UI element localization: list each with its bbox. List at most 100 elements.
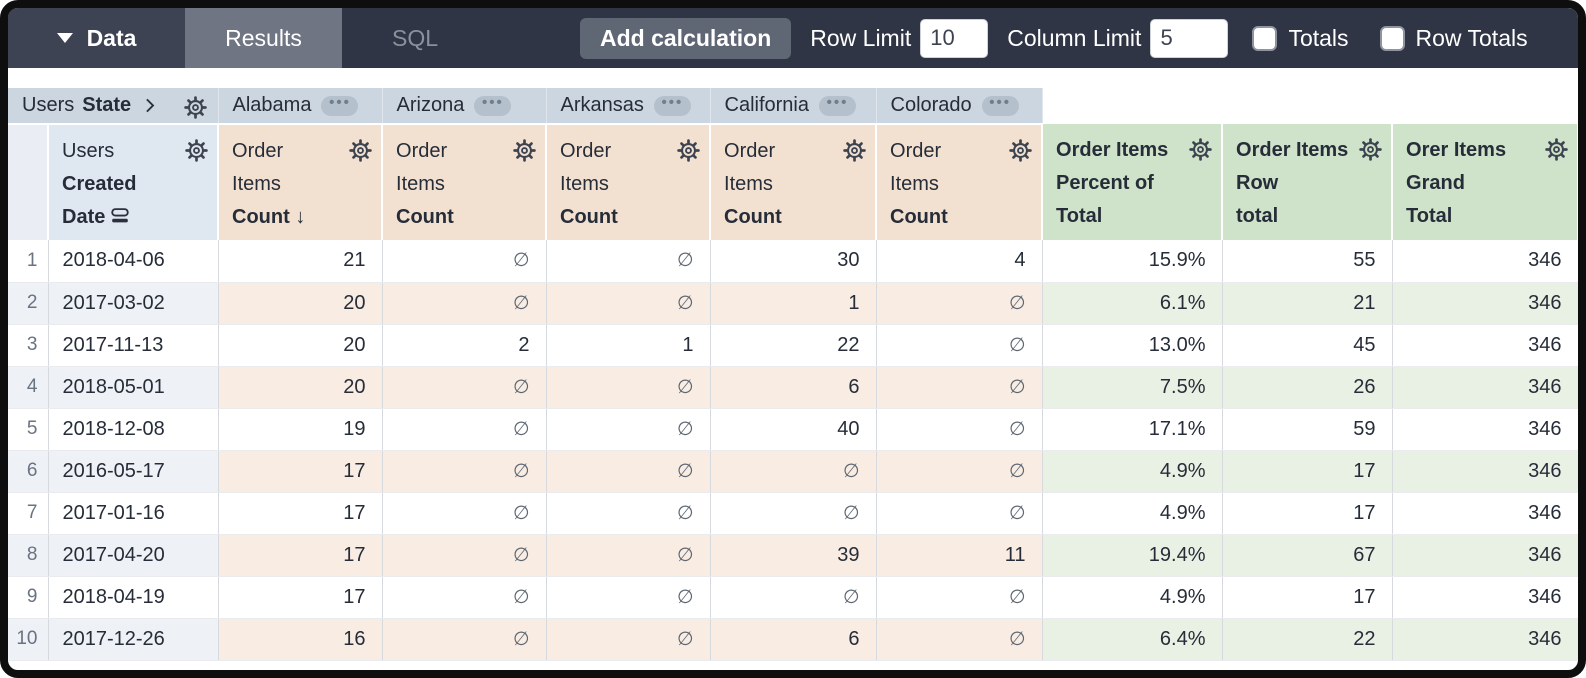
gear-icon[interactable] [1188,137,1213,162]
pivot-value-cell[interactable]: ∅ [876,492,1043,535]
row-total-cell[interactable]: 26 [1222,366,1393,409]
ellipsis-menu-icon[interactable]: ••• [474,95,512,116]
pivot-value-cell[interactable]: ∅ [382,408,547,451]
measure-header-alabama-count[interactable]: Order Items Count ↓ [218,124,384,240]
gear-icon[interactable] [842,138,867,163]
grand-total-cell[interactable]: 346 [1392,450,1578,493]
pivot-value-cell[interactable]: ∅ [546,618,711,661]
measure-header-california-count[interactable]: Order Items Count [710,124,878,240]
pivot-value-cell[interactable]: ∅ [382,534,547,577]
ellipsis-menu-icon[interactable]: ••• [653,95,691,116]
percent-of-total-cell[interactable]: 7.5% [1042,366,1223,409]
date-cell[interactable]: 2017-03-02 [48,282,219,325]
pivot-value-cell[interactable]: 30 [710,240,877,283]
date-cell[interactable]: 2017-04-20 [48,534,219,577]
date-cell[interactable]: 2018-04-06 [48,240,219,283]
date-cell[interactable]: 2018-12-08 [48,408,219,451]
date-cell[interactable]: 2018-05-01 [48,366,219,409]
row-total-cell[interactable]: 22 [1222,618,1393,661]
pivot-value-cell[interactable]: 6 [710,366,877,409]
grand-total-cell[interactable]: 346 [1392,618,1578,661]
grand-total-cell[interactable]: 346 [1392,408,1578,451]
sort-desc-icon[interactable]: ↓ [295,206,306,228]
date-cell[interactable]: 2016-05-17 [48,450,219,493]
pivot-value-cell[interactable]: ∅ [710,576,877,619]
gear-icon[interactable] [1358,137,1383,162]
pivot-value-cell[interactable]: 11 [876,534,1043,577]
totals-checkbox[interactable] [1252,25,1278,51]
percent-of-total-cell[interactable]: 4.9% [1042,450,1223,493]
percent-of-total-cell[interactable]: 6.4% [1042,618,1223,661]
pivot-value-cell[interactable]: ∅ [876,366,1043,409]
ellipsis-menu-icon[interactable]: ••• [321,95,359,116]
percent-of-total-cell[interactable]: 4.9% [1042,576,1223,619]
column-limit-input[interactable] [1150,18,1229,58]
pivot-value-header-arkansas[interactable]: Arkansas ••• [546,88,711,125]
pivot-value-cell[interactable]: 20 [218,324,383,367]
pivot-value-header-alabama[interactable]: Alabama ••• [218,88,383,125]
data-section-toggle[interactable]: Data [8,8,185,68]
grand-total-cell[interactable]: 346 [1392,324,1578,367]
gear-icon[interactable] [1008,138,1033,163]
gear-icon[interactable] [348,138,373,163]
pivot-value-cell[interactable]: 39 [710,534,877,577]
gear-icon[interactable] [184,138,209,163]
gear-icon[interactable] [676,138,701,163]
calc-header-row-total[interactable]: Order Items Row total [1222,124,1394,240]
date-cell[interactable]: 2017-11-13 [48,324,219,367]
row-total-cell[interactable]: 17 [1222,576,1393,619]
pivot-value-cell[interactable]: ∅ [546,534,711,577]
date-cell[interactable]: 2017-12-26 [48,618,219,661]
ellipsis-menu-icon[interactable]: ••• [819,95,856,116]
grand-total-cell[interactable]: 346 [1392,534,1578,577]
measure-header-arizona-count[interactable]: Order Items Count [382,124,548,240]
pivot-value-cell[interactable]: ∅ [546,366,711,409]
percent-of-total-cell[interactable]: 13.0% [1042,324,1223,367]
measure-header-arkansas-count[interactable]: Order Items Count [546,124,712,240]
row-total-cell[interactable]: 67 [1222,534,1393,577]
measure-header-colorado-count[interactable]: Order Items Count [876,124,1044,240]
row-total-cell[interactable]: 45 [1222,324,1393,367]
pivot-value-cell[interactable]: ∅ [382,618,547,661]
pivot-value-cell[interactable]: ∅ [876,618,1043,661]
tab-sql[interactable]: SQL [391,24,439,51]
row-limit-input[interactable] [920,18,989,58]
grand-total-cell[interactable]: 346 [1392,366,1578,409]
pivot-value-cell[interactable]: 19 [218,408,383,451]
pivot-value-cell[interactable]: 17 [218,450,383,493]
pivot-value-cell[interactable]: ∅ [546,282,711,325]
grand-total-cell[interactable]: 346 [1392,282,1578,325]
gear-icon[interactable] [512,138,537,163]
row-total-cell[interactable]: 55 [1222,240,1393,283]
pivot-value-cell[interactable]: ∅ [876,408,1043,451]
pivot-value-cell[interactable]: ∅ [710,450,877,493]
pivot-value-cell[interactable]: ∅ [382,576,547,619]
pivot-value-cell[interactable]: 1 [710,282,877,325]
gear-icon[interactable] [1544,137,1569,162]
grand-total-cell[interactable]: 346 [1392,240,1578,283]
pivot-value-cell[interactable]: 2 [382,324,547,367]
gear-icon[interactable] [183,95,208,120]
pivot-value-cell[interactable]: ∅ [382,282,547,325]
pivot-value-cell[interactable]: ∅ [382,366,547,409]
pivot-value-cell[interactable]: 21 [218,240,383,283]
grand-total-cell[interactable]: 346 [1392,576,1578,619]
pivot-value-cell[interactable]: 40 [710,408,877,451]
date-granularity-icon[interactable] [109,205,131,227]
row-total-cell[interactable]: 21 [1222,282,1393,325]
pivot-value-cell[interactable]: 20 [218,282,383,325]
pivot-value-cell[interactable]: ∅ [382,450,547,493]
pivot-value-cell[interactable]: 16 [218,618,383,661]
row-total-cell[interactable]: 17 [1222,450,1393,493]
row-dimension-header[interactable]: Users Created Date [48,124,220,240]
pivot-dimension-header[interactable]: Users State [8,88,219,125]
percent-of-total-cell[interactable]: 6.1% [1042,282,1223,325]
ellipsis-menu-icon[interactable]: ••• [981,95,1019,116]
pivot-value-cell[interactable]: ∅ [546,576,711,619]
date-cell[interactable]: 2017-01-16 [48,492,219,535]
add-calculation-button[interactable]: Add calculation [580,17,792,59]
pivot-value-cell[interactable]: 6 [710,618,877,661]
pivot-value-cell[interactable]: 17 [218,576,383,619]
row-total-cell[interactable]: 17 [1222,492,1393,535]
pivot-value-cell[interactable]: ∅ [382,492,547,535]
